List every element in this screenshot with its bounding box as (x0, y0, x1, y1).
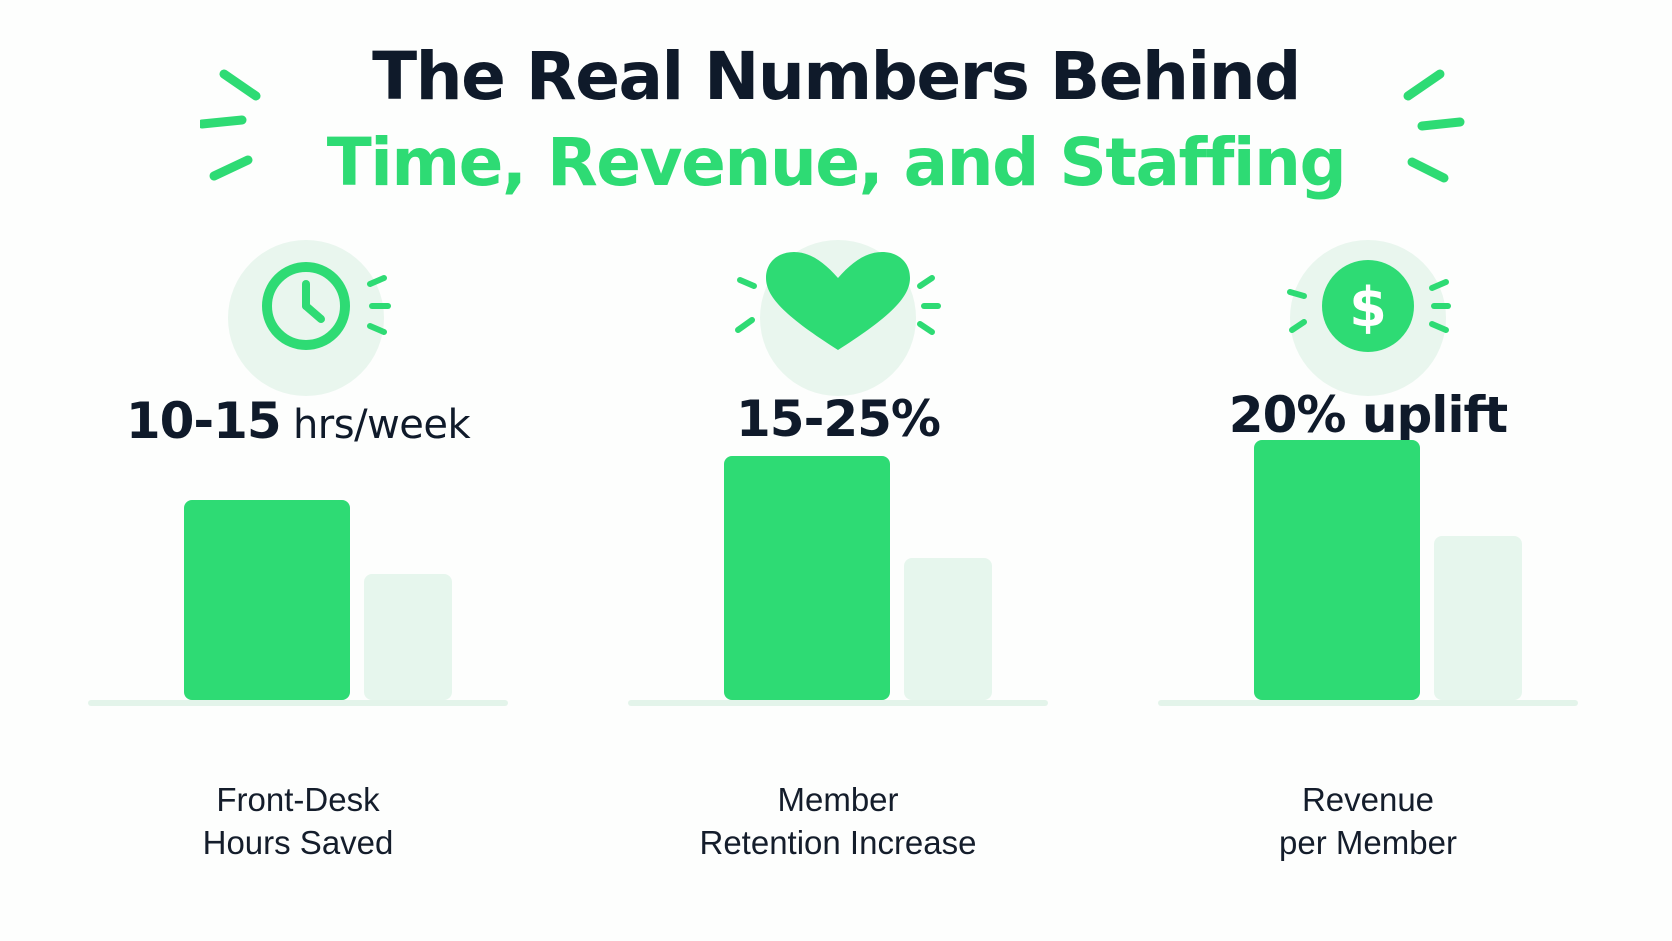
bar-primary (724, 456, 890, 700)
stat-value-unit: hrs/week (280, 402, 471, 448)
chart-baseline (1158, 700, 1578, 706)
caption-line-1: Member (777, 781, 899, 818)
bar-chart-hours (88, 500, 508, 706)
caption-line-2: Retention Increase (699, 824, 977, 861)
bar-primary (184, 500, 350, 700)
stat-value: 10-15 hrs/week (88, 392, 508, 450)
stat-panel-hours: 10-15 hrs/week Front-Desk Hours Saved (88, 240, 508, 880)
caption-line-1: Revenue (1301, 781, 1435, 818)
clock-icon (262, 262, 391, 350)
bar-chart-revenue (1158, 440, 1578, 706)
stat-value-main: 10-15 (125, 392, 282, 450)
stat-caption: Front-Desk Hours Saved (88, 778, 508, 864)
stat-value: 15-25% (628, 390, 1048, 448)
sparkle-left-icon (200, 69, 261, 181)
stat-value-main: 15-25% (735, 390, 941, 448)
caption-line-1: Front-Desk (216, 781, 380, 818)
title-block: The Real Numbers Behind Time, Revenue, a… (0, 34, 1672, 206)
chart-baseline (88, 700, 508, 706)
svg-text:$: $ (1349, 276, 1387, 339)
stat-caption: Member Retention Increase (628, 778, 1048, 864)
caption-line-2: per Member (1279, 824, 1457, 861)
bar-chart-retention (628, 456, 1048, 706)
bar-primary (1254, 440, 1420, 700)
heart-icon (735, 252, 941, 350)
bar-secondary (904, 558, 992, 700)
caption-line-2: Hours Saved (202, 824, 394, 861)
stat-value-main: 20% uplift (1228, 386, 1508, 444)
stat-panel-revenue: $ 20% uplift Revenue per Member (1158, 240, 1578, 880)
stat-panel-retention: 15-25% Member Retention Increase (628, 240, 1048, 880)
stat-value: 20% uplift (1158, 386, 1578, 444)
chart-baseline (628, 700, 1048, 706)
title-line-2: Time, Revenue, and Staffing (326, 124, 1347, 201)
bar-secondary (364, 574, 452, 700)
title-line-1: The Real Numbers Behind (372, 38, 1301, 115)
stat-caption: Revenue per Member (1158, 778, 1578, 864)
bar-secondary (1434, 536, 1522, 700)
sparkle-right-icon (1403, 69, 1465, 183)
dollar-icon: $ (1287, 260, 1451, 352)
